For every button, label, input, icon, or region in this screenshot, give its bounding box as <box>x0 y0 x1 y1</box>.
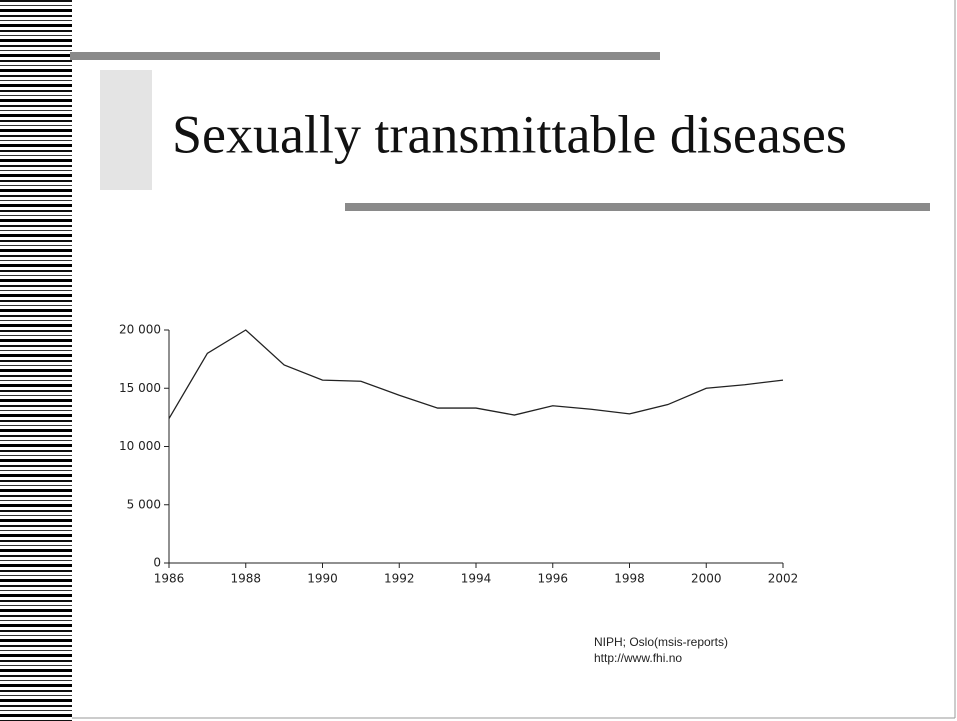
data-line <box>168 329 784 419</box>
source-note: NIPH; Oslo(msis-reports) <box>594 635 728 649</box>
y-tick-label: 10 000 <box>119 439 161 453</box>
x-tick-label: 2000 <box>691 572 722 586</box>
x-tick-label: 1986 <box>154 572 185 586</box>
x-tick-label: 2002 <box>768 572 799 586</box>
y-tick-label: 5 000 <box>127 497 161 511</box>
decorative-stripes <box>0 0 72 721</box>
source-note: http://www.fhi.no <box>594 651 682 665</box>
x-tick-label: 1998 <box>614 572 645 586</box>
x-tick-label: 1990 <box>307 572 338 586</box>
decorative-bar <box>345 203 930 211</box>
decorative-bar <box>70 52 660 60</box>
x-tick-label: 1992 <box>384 572 415 586</box>
decorative-block <box>100 70 152 190</box>
y-tick-label: 15 000 <box>119 381 161 395</box>
chart-title: Sexually transmittable diseases <box>172 104 847 164</box>
x-tick-label: 1994 <box>461 572 492 586</box>
y-tick-label: 20 000 <box>119 323 161 337</box>
x-tick-label: 1996 <box>537 572 568 586</box>
x-tick-label: 1988 <box>230 572 261 586</box>
y-tick-label: 0 <box>153 556 161 570</box>
